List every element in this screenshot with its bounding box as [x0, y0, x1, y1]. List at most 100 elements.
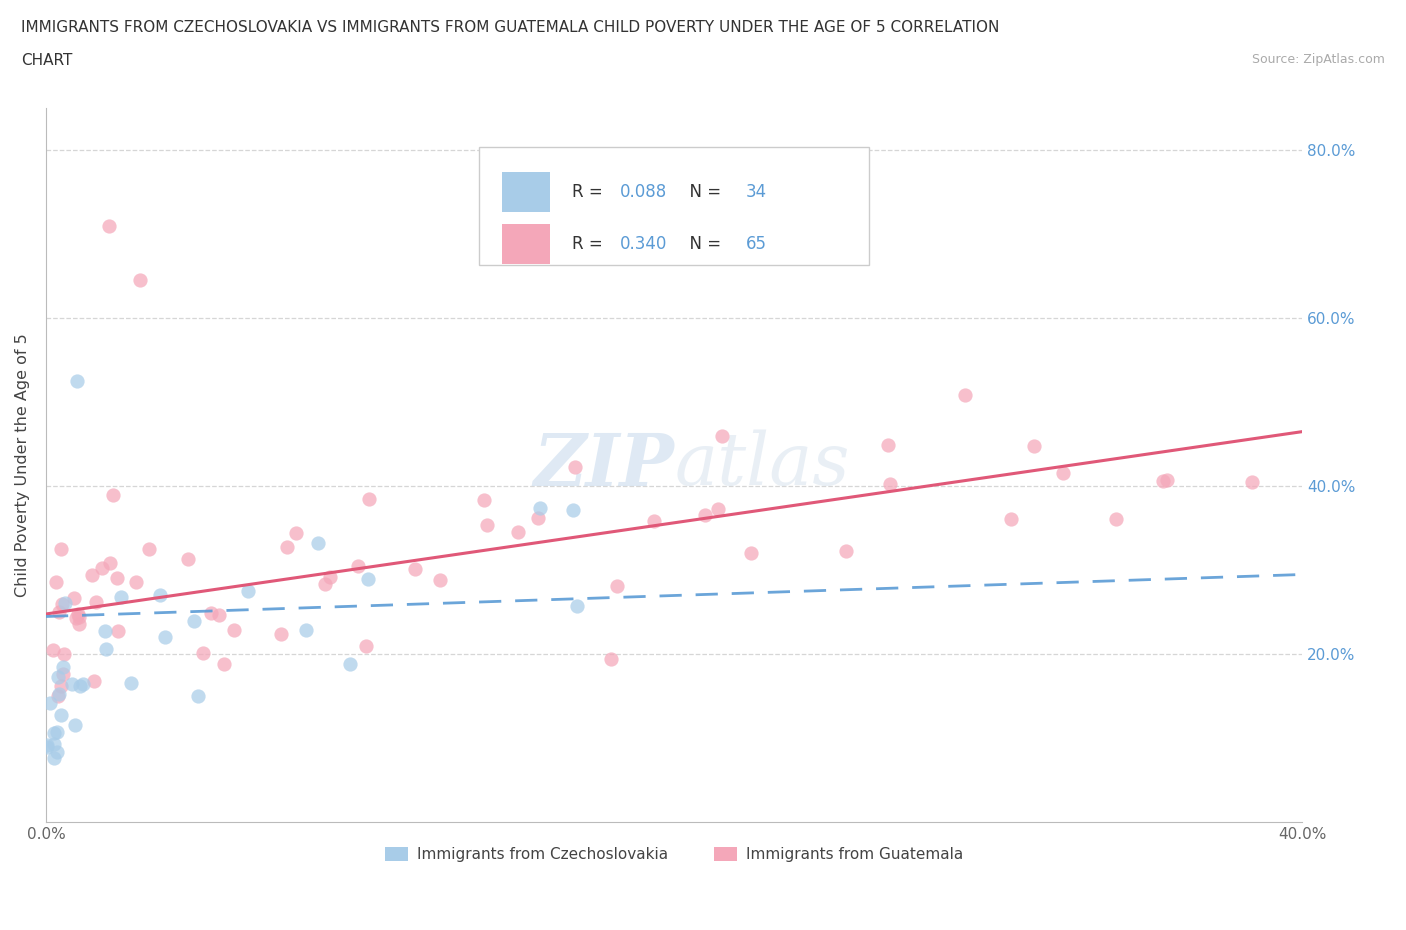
- Point: [149, 588, 172, 603]
- Point: [1105, 512, 1128, 526]
- Point: [307, 535, 329, 550]
- Point: [1152, 474, 1174, 489]
- Point: [65, 717, 87, 732]
- Point: [191, 645, 214, 660]
- Point: [80, 567, 103, 582]
- Point: [270, 627, 292, 642]
- Point: [183, 614, 205, 629]
- Point: [564, 459, 586, 474]
- Text: 65: 65: [745, 235, 766, 253]
- Point: [357, 572, 380, 587]
- FancyBboxPatch shape: [502, 224, 550, 263]
- FancyBboxPatch shape: [479, 147, 869, 265]
- Point: [475, 517, 498, 532]
- Point: [83, 674, 105, 689]
- Point: [107, 623, 129, 638]
- Text: atlas: atlas: [675, 430, 849, 500]
- Point: [740, 545, 762, 560]
- Point: [695, 507, 717, 522]
- Point: [561, 503, 583, 518]
- Point: [39, 696, 62, 711]
- Point: [207, 608, 229, 623]
- Point: [45, 724, 67, 739]
- Point: [200, 605, 222, 620]
- Point: [98, 555, 121, 570]
- Point: [46, 670, 69, 684]
- Point: [177, 551, 200, 566]
- Point: [643, 513, 665, 528]
- Point: [110, 590, 132, 604]
- Point: [51, 597, 73, 612]
- Point: [354, 639, 377, 654]
- Point: [37, 739, 59, 754]
- Point: [404, 562, 426, 577]
- Text: Source: ZipAtlas.com: Source: ZipAtlas.com: [1251, 53, 1385, 66]
- Point: [125, 575, 148, 590]
- Text: R =: R =: [572, 183, 609, 201]
- Point: [67, 606, 90, 621]
- Point: [52, 660, 75, 675]
- Point: [314, 577, 336, 591]
- Point: [93, 623, 115, 638]
- Text: R =: R =: [572, 235, 609, 253]
- Point: [120, 676, 142, 691]
- Point: [91, 561, 114, 576]
- Point: [706, 501, 728, 516]
- Point: [67, 609, 90, 624]
- Point: [44, 751, 66, 765]
- Y-axis label: Child Poverty Under the Age of 5: Child Poverty Under the Age of 5: [15, 333, 30, 597]
- FancyBboxPatch shape: [502, 172, 550, 212]
- Point: [46, 745, 69, 760]
- Text: 0.088: 0.088: [620, 183, 668, 201]
- Point: [101, 488, 124, 503]
- Point: [600, 651, 623, 666]
- Legend: Immigrants from Czechoslovakia, Immigrants from Guatemala: Immigrants from Czechoslovakia, Immigran…: [380, 841, 970, 869]
- Point: [51, 679, 73, 694]
- Point: [53, 595, 76, 610]
- Point: [84, 595, 107, 610]
- Point: [60, 677, 83, 692]
- Point: [1000, 512, 1022, 526]
- Point: [46, 689, 69, 704]
- Point: [1241, 474, 1264, 489]
- Point: [224, 623, 246, 638]
- Point: [347, 559, 370, 574]
- Point: [69, 678, 91, 693]
- Point: [429, 573, 451, 588]
- Point: [953, 388, 976, 403]
- Point: [129, 272, 152, 287]
- Point: [42, 725, 65, 740]
- Point: [710, 429, 733, 444]
- Point: [357, 491, 380, 506]
- Point: [48, 687, 70, 702]
- Point: [51, 708, 73, 723]
- Point: [97, 219, 120, 233]
- Point: [72, 676, 94, 691]
- Text: 34: 34: [745, 183, 768, 201]
- Point: [65, 610, 87, 625]
- Text: ZIP: ZIP: [533, 430, 675, 500]
- Point: [1052, 465, 1074, 480]
- Point: [236, 584, 259, 599]
- Point: [94, 641, 117, 656]
- Text: CHART: CHART: [21, 53, 73, 68]
- Point: [1156, 472, 1178, 487]
- Point: [48, 604, 70, 619]
- Text: N =: N =: [679, 235, 727, 253]
- Point: [606, 579, 628, 594]
- Point: [879, 476, 901, 491]
- Point: [212, 657, 235, 671]
- Point: [276, 539, 298, 554]
- Text: 0.340: 0.340: [620, 235, 668, 253]
- Point: [565, 599, 588, 614]
- Point: [155, 630, 177, 644]
- Point: [53, 646, 76, 661]
- Point: [49, 541, 72, 556]
- Point: [319, 569, 342, 584]
- Point: [1022, 439, 1045, 454]
- Point: [37, 737, 59, 752]
- Point: [187, 689, 209, 704]
- Point: [67, 617, 90, 631]
- Point: [62, 590, 84, 604]
- Point: [835, 543, 858, 558]
